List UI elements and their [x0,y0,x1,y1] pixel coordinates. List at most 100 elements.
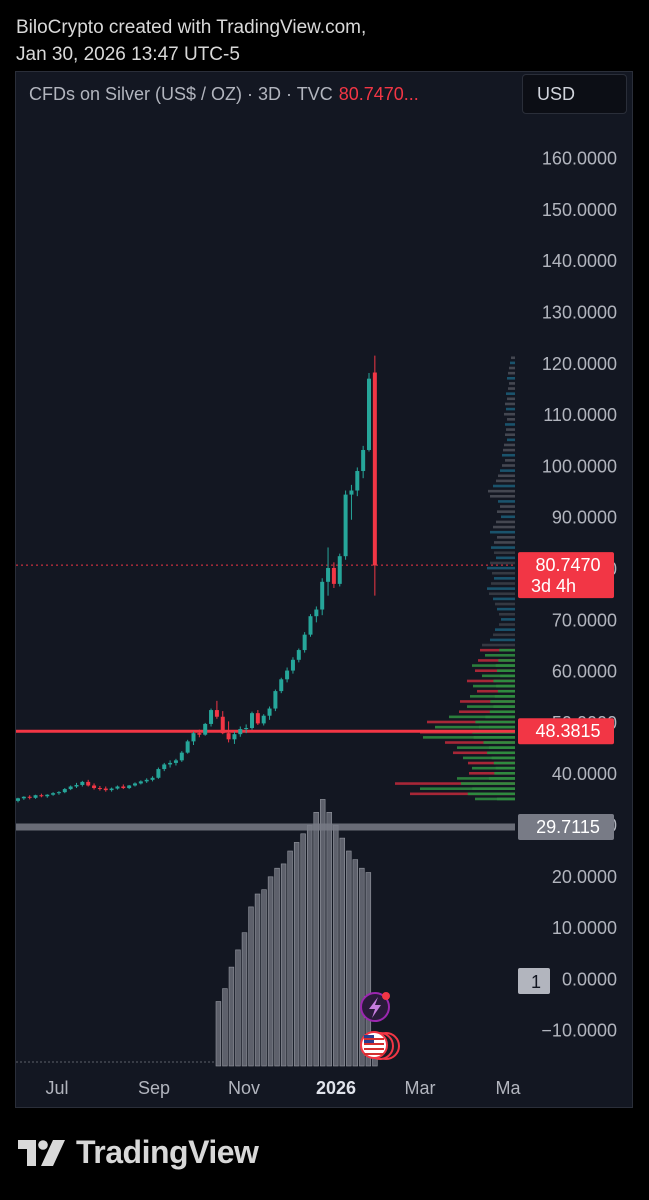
volume-profile-row [468,761,515,765]
volume-profile-buy [497,669,515,672]
volume-profile-row [494,541,515,544]
candle-body [138,781,143,784]
volume-profile-row [498,474,515,478]
volume-profile-row [506,407,515,411]
volume-profile-row [507,418,515,421]
volume-profile-row [467,705,515,708]
us-flag-stripe [364,1053,384,1055]
candle-body [209,710,214,724]
price-axis-tick: 110.0000 [543,405,617,425]
volume-profile-row [463,756,515,760]
currency-button[interactable]: USD [522,74,627,114]
volume-profile-row [507,438,515,442]
candle-body [273,691,278,709]
volume-bar [235,949,241,1067]
volume-profile-row [511,356,515,360]
volume-profile-row [487,566,515,570]
candle-body [290,659,295,671]
volume-bar [222,988,228,1067]
candle-body [267,708,272,716]
candle-body [33,795,38,798]
candle-body [232,734,237,740]
candle-body [343,494,348,557]
volume-profile-row [496,520,515,524]
volume-profile-row [410,792,515,796]
volume-bar [320,799,326,1067]
volume-profile-row [505,423,515,426]
volume-profile-row [490,530,515,534]
volume-profile-buy [493,761,515,765]
price-axis-tick: 150.0000 [542,200,617,220]
attribution-timestamp: Jan 30, 2026 13:47 UTC-5 [16,44,240,65]
candle-body [168,762,173,765]
volume-bar [261,889,267,1067]
volume-profile-row [459,710,515,714]
volume-profile-buy [495,766,515,770]
price-axis-tick: 60.0000 [552,662,617,682]
oscillator-badge-box [518,968,550,994]
volume-bar [228,966,235,1067]
volume-bar [359,867,365,1067]
volume-profile-row [487,587,515,590]
time-axis-tick: 2026 [316,1078,356,1098]
volume-profile-row [499,612,515,616]
volume-profile-row [470,695,515,698]
candle-body [144,779,149,782]
candle-body [220,716,225,734]
price-label-box [518,552,614,599]
price-axis-tick: 10.0000 [552,918,617,938]
lightning-bolt-icon [369,997,381,1018]
volume-profile-row [478,659,515,662]
volume-bar [267,876,274,1067]
candle-body [68,786,73,790]
volume-profile-row [435,725,515,729]
volume-profile-buy [479,725,515,729]
symbol-name: CFDs on Silver (US$ / OZ) · 3D · TVC [29,84,333,104]
volume-profile-row [497,510,515,513]
price-axis-tick: 0.0000 [562,969,617,989]
candle-body [51,793,56,795]
tradingview-logo: TradingView [18,1134,259,1171]
volume-profile-row [493,484,515,488]
price-label: 29.7115 [518,813,614,840]
time-axis-tick: Nov [228,1078,260,1098]
candle-body [296,650,301,660]
price-axis-tick: 160.0000 [542,149,617,169]
price-label-countdown: 3d 4h [531,576,576,596]
us-flag-stripe [364,1038,384,1040]
volume-profile-row [500,469,515,472]
candle-body [45,794,50,797]
candle-body [162,764,167,770]
volume-profile-row [467,679,515,683]
price-axis-tick: 140.0000 [542,251,617,271]
event-markers [360,992,400,1060]
candle-body [62,789,67,793]
candle-body [56,792,61,794]
volume-profile-row [497,536,515,539]
volume-profile-buy [498,659,515,662]
volume-profile-row [508,371,515,375]
volume-profile-row [502,453,515,457]
volume-profile-row [498,500,515,503]
volume-profile-row [445,741,515,744]
volume-profile-row [480,648,515,652]
volume-profile-row [504,443,515,447]
volume-profile-row [460,700,515,703]
tradingview-wordmark: TradingView [76,1134,259,1170]
volume-profile-row [457,746,515,749]
volume-profile-buy [485,715,515,719]
volume-profile-buy [461,782,515,785]
volume-profile-buy [489,710,515,714]
candle-body [121,786,126,789]
candle-body [226,733,231,740]
volume-profile-buy [487,751,515,755]
volume-bar [280,863,287,1067]
symbol-legend[interactable]: CFDs on Silver (US$ / OZ) · 3D · TVC 80.7… [29,84,419,105]
volume-profile-row [493,597,515,601]
candle-body [255,713,260,724]
volume-profile-row [477,689,515,693]
time-axis: Jul Sep Nov 2026 Mar Ma [45,1078,521,1098]
volume-bar [293,842,300,1067]
volume-profile-row [499,623,515,626]
